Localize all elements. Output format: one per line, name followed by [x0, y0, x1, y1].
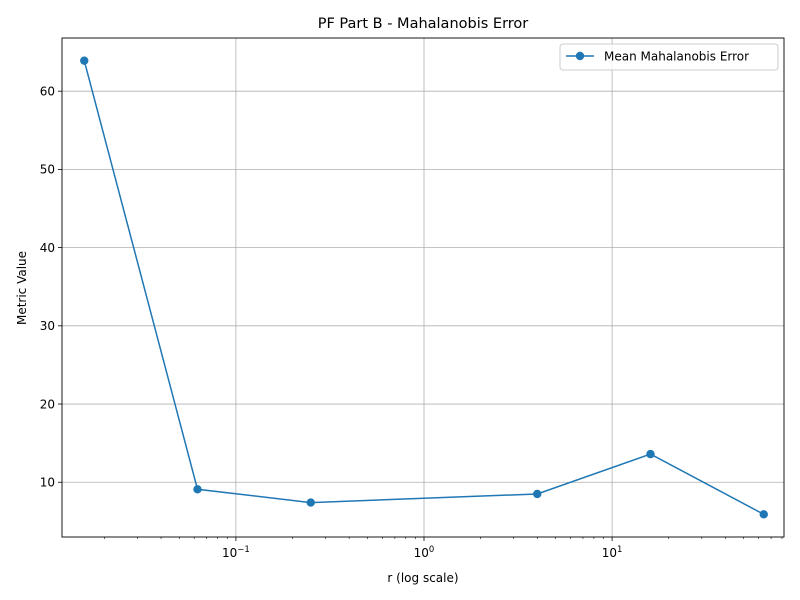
y-tick-label: 50 — [40, 163, 55, 177]
y-tick-label: 30 — [40, 319, 55, 333]
grid — [62, 38, 784, 537]
legend: Mean Mahalanobis Error — [559, 43, 779, 71]
data-point — [533, 489, 542, 499]
x-tick-label: 101 — [602, 545, 623, 560]
series-line — [83, 60, 765, 515]
y-tick-label: 60 — [40, 84, 55, 98]
chart-title: PF Part B - Mahalanobis Error — [318, 16, 529, 32]
data-point — [193, 485, 202, 494]
y-tick-label: 10 — [40, 476, 55, 490]
data-point — [759, 510, 768, 519]
x-tick-label: 100 — [414, 545, 435, 560]
legend-marker-swatch — [575, 51, 585, 61]
y-axis-label: Metric Value — [15, 251, 29, 325]
x-axis: 10−1 100 101 — [104, 537, 783, 560]
plot-area-frame — [61, 37, 785, 538]
legend-box — [559, 43, 779, 71]
data-point — [306, 498, 315, 507]
y-axis: 10 20 30 40 50 60 — [40, 84, 62, 490]
y-tick-label: 40 — [40, 241, 55, 255]
x-axis-label: r (log scale) — [387, 571, 458, 585]
y-tick-label: 20 — [40, 397, 55, 411]
data-point — [80, 56, 89, 65]
series-layer — [80, 56, 768, 519]
data-point — [646, 449, 655, 459]
legend-label: Mean Mahalanobis Error — [604, 50, 749, 64]
x-tick-label: 10−1 — [222, 545, 250, 560]
